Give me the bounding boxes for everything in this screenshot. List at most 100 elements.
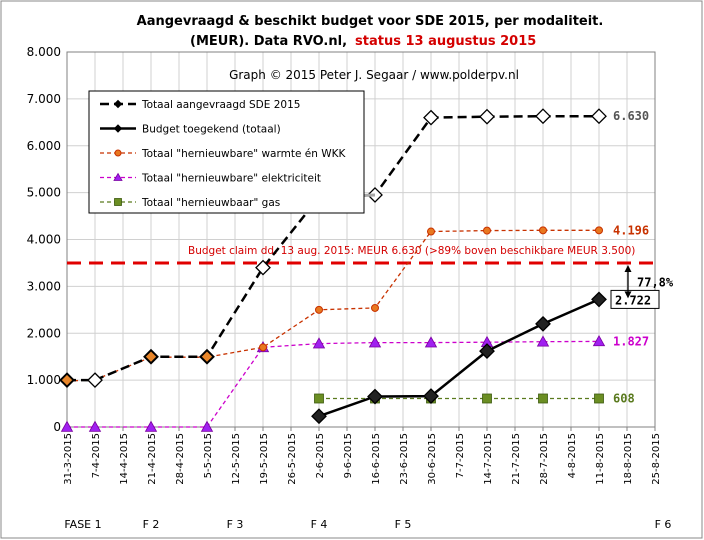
y-tick-label: 2.000 xyxy=(27,326,61,340)
x-tick-label: 18-8-2015 xyxy=(623,433,634,485)
x-tick-label: 14-7-2015 xyxy=(483,433,494,485)
legend-item-2: Budget toegekend (totaal) xyxy=(100,124,281,136)
legend-label: Budget toegekend (totaal) xyxy=(142,124,281,136)
x-tick-label: 5-5-2015 xyxy=(203,433,214,478)
data-point xyxy=(88,420,102,432)
data-point xyxy=(479,108,495,125)
data-point xyxy=(60,420,74,432)
plot-frame xyxy=(66,51,656,428)
data-point xyxy=(368,336,382,348)
phase-start-marker xyxy=(144,349,158,364)
end-label: 2.722 xyxy=(615,293,651,307)
legend-marker xyxy=(113,99,123,109)
y-tick-label: 8.000 xyxy=(27,45,61,59)
legend: Totaal aangevraagd SDE 2015 Budget toegek… xyxy=(88,90,365,214)
y-tick-label: 6.000 xyxy=(27,139,61,153)
data-point xyxy=(594,393,604,404)
end-label: 608 xyxy=(613,392,635,406)
percent-annotation: 77,8% xyxy=(637,276,674,290)
data-point xyxy=(371,303,379,312)
series-2 xyxy=(311,291,607,425)
x-tick-label: 21-7-2015 xyxy=(511,433,522,485)
x-tick-label: 28-7-2015 xyxy=(539,433,550,485)
data-point xyxy=(314,393,324,404)
data-point xyxy=(315,305,323,314)
data-point xyxy=(591,291,607,308)
legend-marker xyxy=(114,198,122,206)
phase-label: F 3 xyxy=(227,518,244,531)
legend-marker xyxy=(113,124,123,133)
y-tick-label: 0 xyxy=(53,420,61,434)
end-label-box xyxy=(610,289,660,309)
series-line xyxy=(67,340,600,428)
chart-title-line2-red: status 13 augustus 2015 xyxy=(355,34,536,49)
x-tick-label: 2-6-2015 xyxy=(315,433,326,478)
legend-box xyxy=(88,90,365,214)
legend-item-5: Totaal "hernieuwbaar" gas xyxy=(100,197,280,209)
data-point xyxy=(259,343,267,352)
legend-label: Totaal aangevraagd SDE 2015 xyxy=(141,99,300,111)
data-point xyxy=(483,226,491,235)
x-tick-label: 19-5-2015 xyxy=(259,433,270,485)
legend-item-4: Totaal "hernieuwbare" elektriciteit xyxy=(100,173,321,185)
x-tick-label: 23-6-2015 xyxy=(399,433,410,485)
data-point xyxy=(87,372,103,389)
x-tick-label: 28-4-2015 xyxy=(175,433,186,485)
y-tick-label: 7.000 xyxy=(27,92,61,106)
data-point xyxy=(591,108,607,125)
legend-label: Totaal "hernieuwbare" elektriciteit xyxy=(141,173,321,185)
data-point xyxy=(312,337,326,349)
x-tick-label: 14-4-2015 xyxy=(119,433,130,485)
phase-label: F 6 xyxy=(655,518,672,531)
arrow-head-down xyxy=(624,291,632,299)
data-point xyxy=(255,259,271,276)
phase-label: F 2 xyxy=(143,518,160,531)
data-point xyxy=(539,226,547,235)
phase-start-marker xyxy=(60,373,74,387)
series-line xyxy=(318,298,600,418)
end-label: 1.827 xyxy=(613,334,649,348)
phase-label: FASE 1 xyxy=(64,518,101,531)
phase-start-marker xyxy=(200,349,214,364)
data-point xyxy=(423,109,439,126)
x-tick-label: 16-6-2015 xyxy=(371,433,382,485)
budget-line-group: Budget claim dd. 13 aug. 2015: MEUR 6.63… xyxy=(67,245,655,265)
x-tick-label: 7-7-2015 xyxy=(455,433,466,478)
y-tick-label: 5.000 xyxy=(27,186,61,200)
phase-label: F 4 xyxy=(311,518,328,531)
data-point xyxy=(311,408,327,425)
chart-title-line1: Aangevraagd & beschikt budget voor SDE 2… xyxy=(137,14,604,29)
x-tick-label: 9-6-2015 xyxy=(343,433,354,478)
legend-label: Totaal "hernieuwbaar" gas xyxy=(141,197,280,209)
phase-label: F 5 xyxy=(395,518,412,531)
x-tick-label: 11-8-2015 xyxy=(595,433,606,485)
end-label: 4.196 xyxy=(613,223,649,237)
x-tick-label: 31-3-2015 xyxy=(63,433,74,485)
y-tick-label: 3.000 xyxy=(27,279,61,293)
legend-label: Totaal "hernieuwbare" warmte én WKK xyxy=(141,148,346,160)
budget-claim-label: Budget claim dd. 13 aug. 2015: MEUR 6.63… xyxy=(188,245,635,257)
x-tick-label: 7-4-2015 xyxy=(91,433,102,478)
axes: 0 1.000 2.000 3.000 4.000 5.000 6.000 7.000 8.00… xyxy=(27,45,672,531)
end-label: 6.630 xyxy=(613,109,649,123)
data-point xyxy=(538,393,548,404)
x-tick-label: 12-5-2015 xyxy=(231,433,242,485)
data-point xyxy=(482,393,492,404)
data-point xyxy=(535,108,551,125)
data-point xyxy=(200,420,214,432)
x-tick-label: 30-6-2015 xyxy=(427,433,438,485)
data-point xyxy=(427,227,435,236)
data-point xyxy=(367,388,383,405)
credit-text: Graph © 2015 Peter J. Segaar / www.polde… xyxy=(229,68,519,82)
series-group xyxy=(59,108,607,432)
legend-marker xyxy=(114,149,122,157)
data-point xyxy=(595,226,603,235)
legend-item-3: Totaal "hernieuwbare" warmte én WKK xyxy=(100,148,346,160)
legend-item-1: Totaal aangevraagd SDE 2015 xyxy=(100,99,300,111)
x-tick-label: 21-4-2015 xyxy=(147,433,158,485)
x-tick-label: 25-8-2015 xyxy=(651,433,662,485)
data-point xyxy=(424,336,438,348)
arrow-head-up xyxy=(624,264,632,272)
